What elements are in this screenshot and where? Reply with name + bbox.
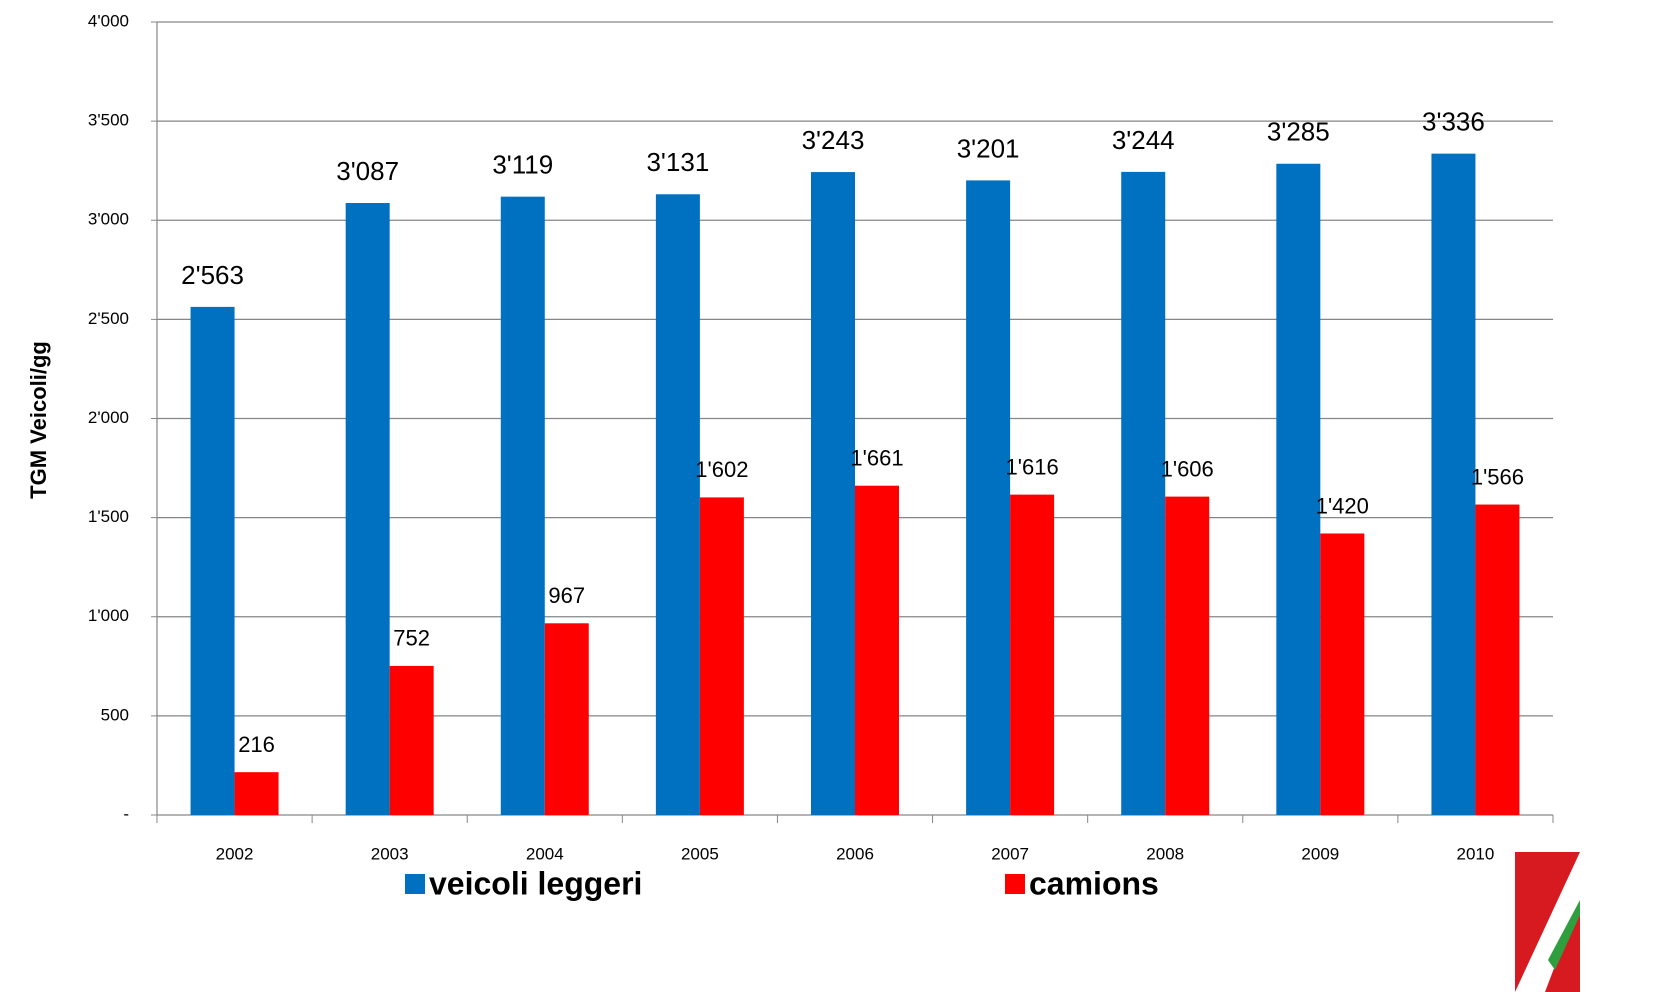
- y-tick-label: 3'500: [88, 111, 129, 130]
- logo: [1515, 852, 1580, 992]
- bar: [1431, 153, 1476, 815]
- legend-label: veicoli leggeri: [429, 865, 642, 901]
- value-label: 3'131: [646, 147, 709, 177]
- value-label: 1'566: [1471, 464, 1524, 489]
- x-tick-label: 2005: [681, 844, 719, 863]
- value-label: 3'087: [336, 156, 399, 186]
- bar: [190, 306, 235, 815]
- value-label: 3'285: [1267, 117, 1330, 147]
- legend-label: camions: [1029, 865, 1159, 901]
- y-axis-label: TGM Veicoli/gg: [26, 341, 51, 499]
- x-tick-label: 2010: [1457, 844, 1495, 863]
- x-tick-label: 2003: [371, 844, 409, 863]
- x-tick-label: 2008: [1146, 844, 1184, 863]
- value-label: 1'602: [695, 457, 748, 482]
- value-label: 3'336: [1422, 107, 1485, 137]
- bar: [234, 772, 279, 815]
- bar: [389, 665, 434, 815]
- value-label: 1'661: [850, 446, 903, 471]
- value-label: 967: [548, 583, 585, 608]
- bar: [544, 623, 589, 815]
- bar: [1276, 163, 1321, 815]
- bar: [345, 203, 390, 815]
- bar: [1010, 494, 1055, 815]
- value-label: 3'244: [1112, 125, 1175, 155]
- bar: [500, 196, 545, 815]
- y-tick-label: 3'000: [88, 210, 129, 229]
- x-tick-label: 2002: [216, 844, 254, 863]
- bar: [966, 180, 1011, 816]
- y-tick-label: -: [123, 804, 129, 823]
- y-tick-label: 2'000: [88, 408, 129, 427]
- value-label: 1'616: [1006, 454, 1059, 479]
- bar: [1320, 533, 1365, 815]
- y-tick-label: 2'500: [88, 309, 129, 328]
- value-label: 3'119: [492, 150, 553, 180]
- y-tick-label: 1'000: [88, 606, 129, 625]
- value-label: 3'243: [802, 125, 865, 155]
- legend-swatch: [1005, 874, 1025, 894]
- x-tick-label: 2006: [836, 844, 874, 863]
- bar: [655, 194, 700, 816]
- value-label: 752: [393, 626, 430, 651]
- bar: [699, 497, 744, 815]
- bar: [811, 172, 855, 815]
- legend-swatch: [405, 874, 425, 894]
- value-label: 216: [238, 732, 275, 757]
- bar: [1475, 504, 1520, 815]
- y-tick-label: 500: [101, 705, 129, 724]
- y-tick-label: 1'500: [88, 507, 129, 526]
- value-label: 3'201: [957, 133, 1020, 163]
- logo-green: [1548, 900, 1580, 970]
- x-tick-label: 2007: [991, 844, 1029, 863]
- y-tick-label: 4'000: [88, 11, 129, 30]
- bar: [1121, 171, 1166, 815]
- bar: [855, 485, 899, 815]
- value-label: 2'563: [181, 260, 244, 290]
- x-tick-label: 2009: [1301, 844, 1339, 863]
- value-label: 1'606: [1161, 456, 1214, 481]
- logo-red: [1515, 852, 1580, 992]
- bar: [1165, 496, 1210, 815]
- value-label: 1'420: [1316, 493, 1369, 518]
- x-tick-label: 2004: [526, 844, 564, 863]
